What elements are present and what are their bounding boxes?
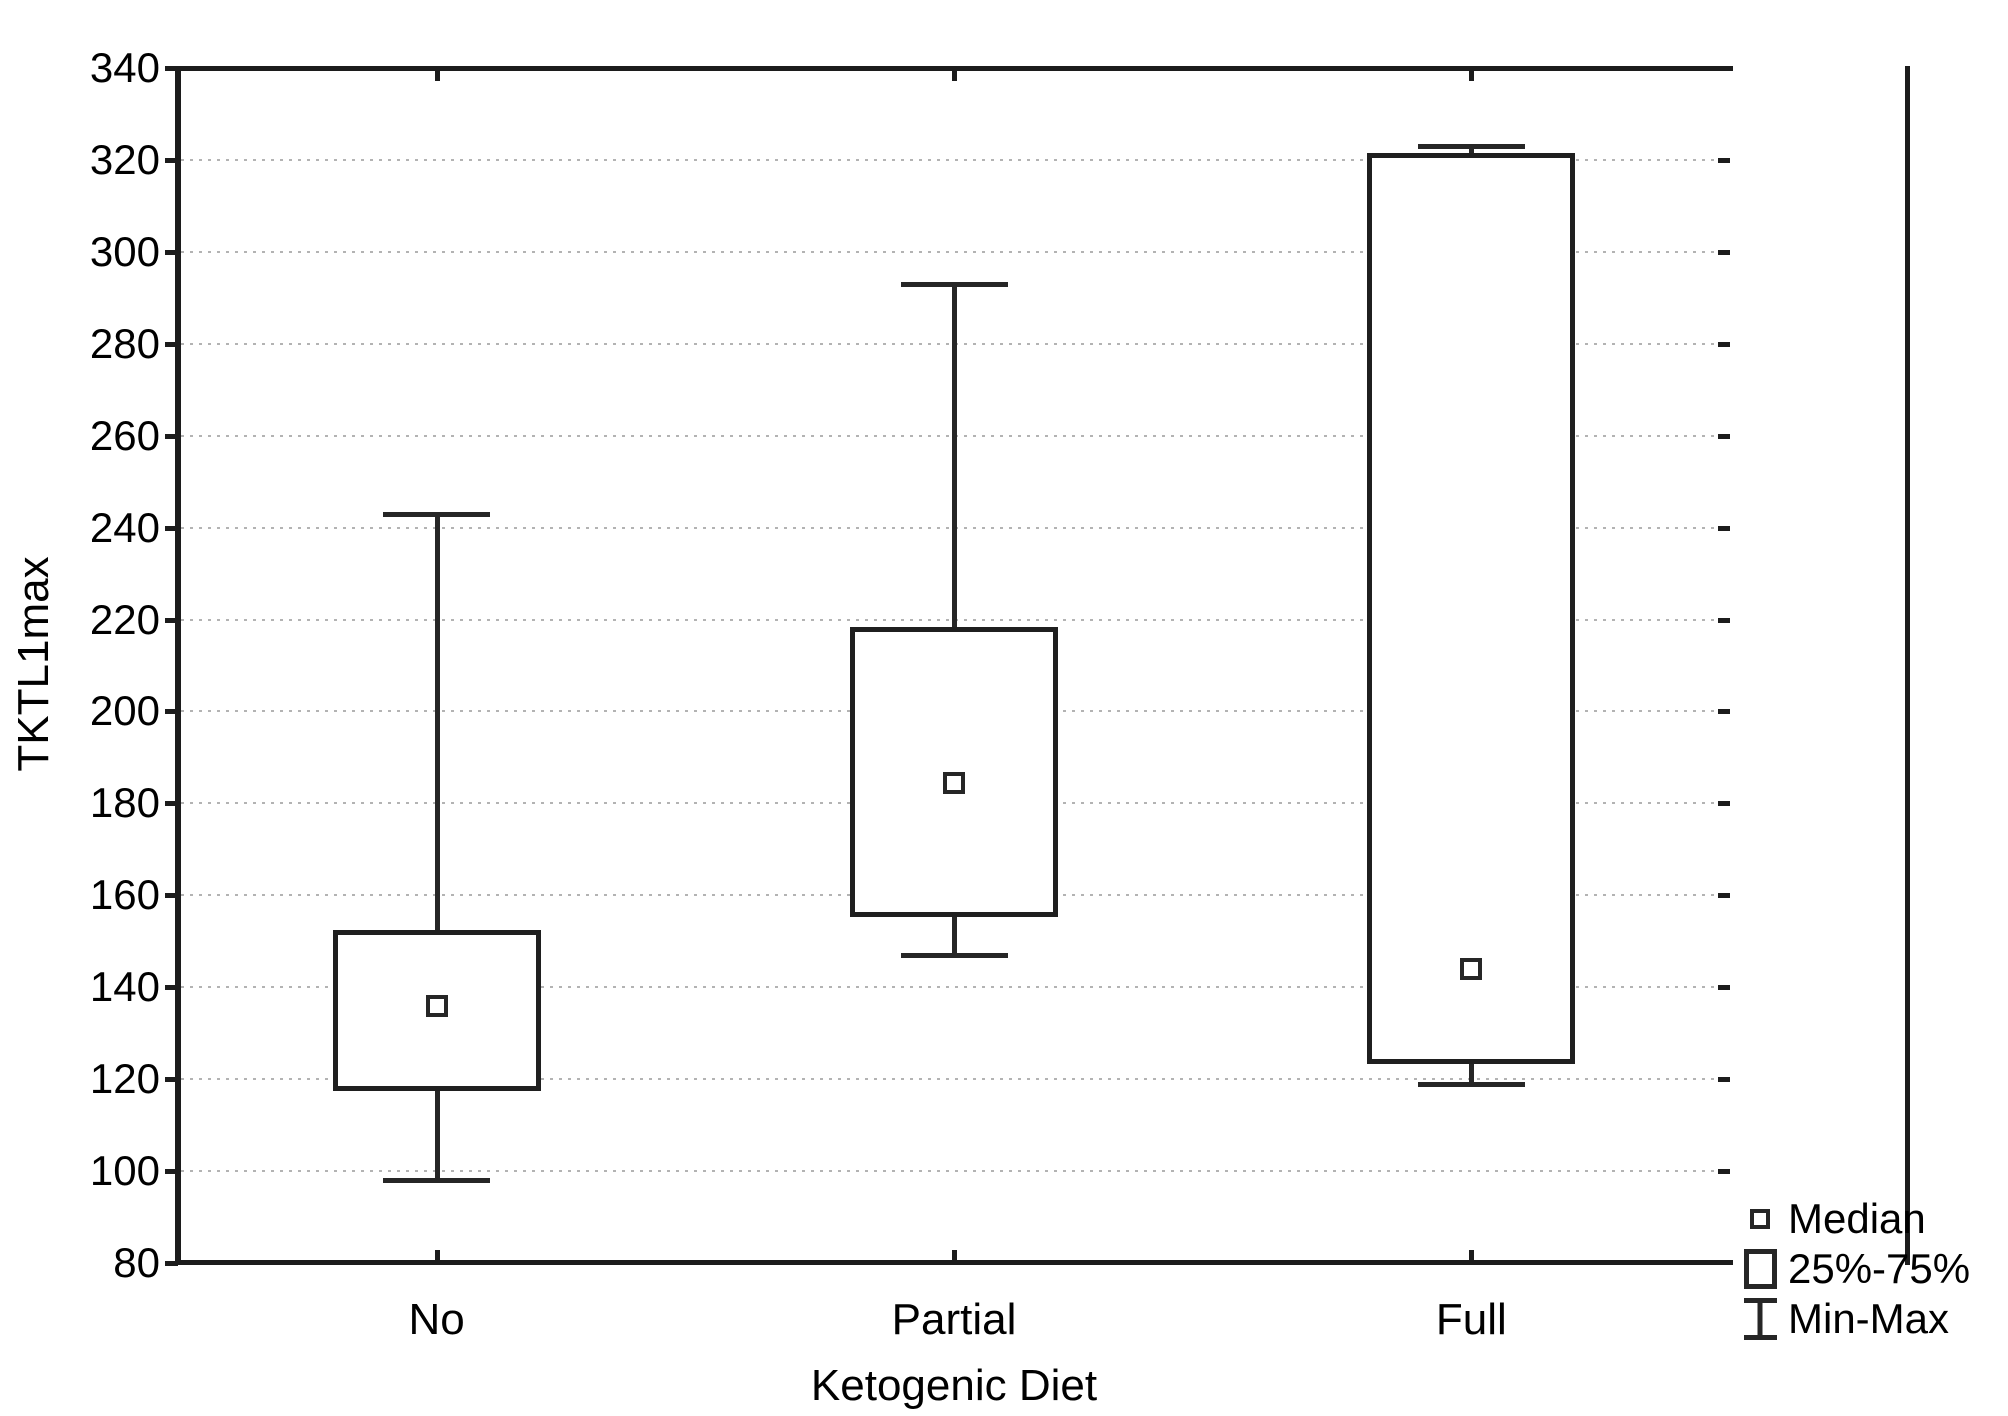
min-cap-No bbox=[383, 1178, 491, 1184]
legend-row-median: Median bbox=[1732, 1194, 1970, 1244]
y-tick-left-80 bbox=[165, 1261, 178, 1266]
gridline-140 bbox=[181, 986, 1727, 989]
upper-whisker-No bbox=[434, 513, 440, 933]
y-tick-label-180: 180 bbox=[89, 779, 160, 827]
y-axis-title: TKTL1max bbox=[9, 556, 58, 772]
y-tick-label-200: 200 bbox=[89, 687, 160, 735]
iqr-box-icon bbox=[1743, 1249, 1777, 1289]
y-tick-right-240 bbox=[1718, 525, 1730, 531]
max-cap-Full bbox=[1417, 144, 1525, 150]
min-cap-Full bbox=[1417, 1081, 1525, 1087]
y-tick-label-320: 320 bbox=[89, 135, 160, 183]
x-tick-top-No bbox=[434, 68, 440, 81]
gridline-120 bbox=[181, 1078, 1727, 1081]
plot-border-left bbox=[175, 66, 181, 1265]
y-tick-left-340 bbox=[165, 66, 178, 71]
x-tick-bottom-Partial bbox=[952, 1250, 957, 1263]
y-tick-label-280: 280 bbox=[89, 319, 160, 367]
y-tick-right-200 bbox=[1718, 709, 1730, 715]
lower-whisker-No bbox=[434, 1088, 440, 1181]
y-tick-left-300 bbox=[165, 249, 178, 255]
y-tick-right-140 bbox=[1718, 985, 1730, 991]
y-tick-label-140: 140 bbox=[89, 963, 160, 1011]
y-tick-left-280 bbox=[165, 341, 178, 347]
gridline-320 bbox=[181, 158, 1727, 161]
y-tick-right-300 bbox=[1718, 249, 1730, 255]
y-tick-right-320 bbox=[1718, 157, 1730, 163]
y-tick-right-160 bbox=[1718, 893, 1730, 899]
y-tick-label-340: 340 bbox=[89, 44, 160, 91]
legend-label-median: Median bbox=[1788, 1195, 1926, 1242]
iqr-box-Full bbox=[1367, 153, 1576, 1064]
median-marker-Full bbox=[1460, 957, 1483, 980]
y-tick-left-180 bbox=[165, 801, 178, 807]
y-tick-left-120 bbox=[165, 1077, 178, 1083]
y-tick-label-240: 240 bbox=[89, 503, 160, 551]
plot-border-bottom bbox=[175, 1260, 1733, 1265]
upper-whisker-Partial bbox=[952, 284, 957, 629]
legend-row-iqr: 25%-75% bbox=[1732, 1244, 1970, 1294]
y-tick-right-120 bbox=[1718, 1077, 1730, 1083]
x-tick-top-Full bbox=[1469, 68, 1475, 81]
y-tick-left-320 bbox=[165, 157, 178, 163]
y-tick-label-220: 220 bbox=[89, 595, 160, 643]
legend-row-minmax: Min-Max bbox=[1732, 1294, 1970, 1344]
y-tick-left-220 bbox=[165, 617, 178, 623]
max-cap-No bbox=[383, 511, 491, 517]
y-tick-right-260 bbox=[1718, 433, 1730, 439]
legend: Median 25%-75% Min-Max bbox=[1732, 1194, 1970, 1344]
legend-label-minmax: Min-Max bbox=[1788, 1295, 1950, 1342]
y-tick-right-280 bbox=[1718, 341, 1730, 347]
plot-border-right bbox=[1905, 66, 1910, 1265]
median-square-icon bbox=[1750, 1209, 1770, 1229]
plot-area bbox=[165, 66, 1910, 1266]
median-marker-No bbox=[425, 994, 448, 1017]
lower-whisker-Full bbox=[1469, 1060, 1475, 1084]
x-tick-label-No: No bbox=[408, 1295, 465, 1344]
y-tick-label-80: 80 bbox=[113, 1239, 160, 1286]
upper-whisker-Full bbox=[1469, 146, 1475, 156]
gridline-300 bbox=[181, 250, 1727, 253]
legend-label-iqr: 25%-75% bbox=[1788, 1245, 1971, 1292]
y-tick-left-240 bbox=[165, 525, 178, 531]
y-tick-left-160 bbox=[165, 893, 178, 899]
y-tick-left-100 bbox=[165, 1169, 178, 1175]
x-tick-top-Partial bbox=[952, 68, 957, 81]
min-max-whisker-icon bbox=[1743, 1298, 1777, 1340]
y-tick-right-100 bbox=[1718, 1169, 1730, 1175]
x-tick-bottom-No bbox=[434, 1250, 440, 1263]
x-tick-bottom-Full bbox=[1469, 1250, 1475, 1263]
y-tick-right-180 bbox=[1718, 801, 1730, 807]
min-cap-Partial bbox=[900, 953, 1008, 959]
x-tick-label-Full: Full bbox=[1435, 1295, 1507, 1344]
y-tick-label-300: 300 bbox=[89, 227, 160, 275]
y-tick-label-120: 120 bbox=[89, 1055, 160, 1103]
gridline-100 bbox=[181, 1170, 1727, 1173]
y-tick-left-260 bbox=[165, 433, 178, 439]
y-tick-left-140 bbox=[165, 985, 178, 991]
y-tick-left-200 bbox=[165, 709, 178, 715]
y-tick-label-160: 160 bbox=[89, 871, 160, 919]
y-tick-label-260: 260 bbox=[89, 411, 160, 459]
lower-whisker-Partial bbox=[952, 913, 957, 956]
y-tick-right-220 bbox=[1718, 617, 1730, 623]
x-tick-label-Partial: Partial bbox=[891, 1295, 1017, 1344]
max-cap-Partial bbox=[900, 282, 1008, 288]
median-marker-Partial bbox=[943, 771, 965, 794]
x-axis-title: Ketogenic Diet bbox=[810, 1361, 1098, 1410]
y-tick-label-100: 100 bbox=[89, 1147, 160, 1195]
plot-border-top bbox=[175, 66, 1733, 71]
